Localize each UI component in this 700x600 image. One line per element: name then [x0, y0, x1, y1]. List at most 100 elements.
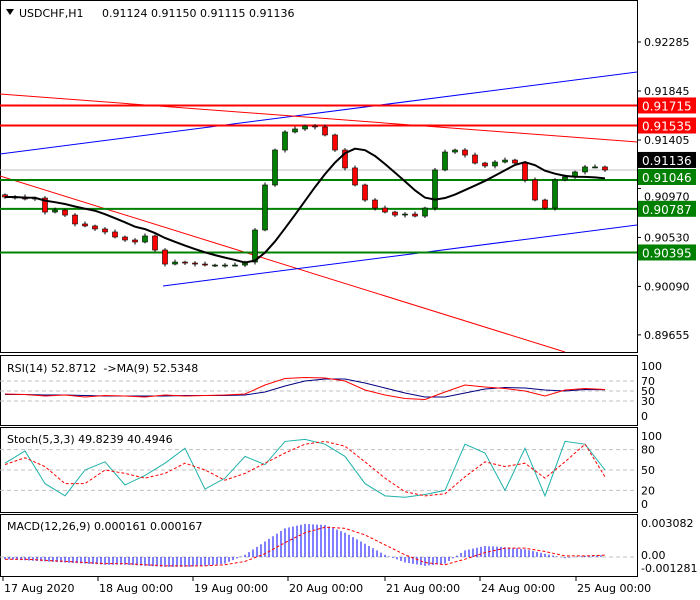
candle [152, 234, 158, 252]
stoch-tick-label: 20 [641, 484, 655, 497]
candle-body [412, 213, 418, 217]
level-price-label: 0.90395 [642, 246, 692, 260]
candle-body [472, 154, 478, 164]
candle [352, 165, 358, 187]
candle-body [42, 197, 48, 213]
candle-body [342, 149, 348, 169]
candle [462, 148, 468, 158]
level-price-tag [638, 200, 696, 217]
price-tick-label: 0.90970 [644, 190, 690, 203]
candle [342, 148, 348, 171]
macd-tick-label: -0.001281 [641, 562, 697, 575]
candle [362, 183, 368, 202]
candle-body [92, 225, 98, 230]
candle [282, 130, 288, 153]
candle-body [582, 166, 588, 173]
macd-border [0, 514, 638, 577]
level-price-label: 0.91535 [642, 120, 692, 134]
candle-body [72, 214, 78, 225]
candle [582, 165, 588, 175]
price-tick-label: 0.91845 [644, 85, 690, 98]
candle [202, 261, 208, 267]
candle [262, 182, 268, 232]
candle [482, 161, 488, 168]
candle-body [122, 236, 128, 241]
candle-body [312, 125, 318, 128]
candle-body [202, 263, 208, 266]
candle-body [372, 199, 378, 209]
candle-body [52, 209, 58, 213]
current-price-label: 0.91136 [642, 154, 692, 168]
price-panel[interactable]: 0.92285 0.91845 0.91405 0.90970 0.90530 0.900… [0, 0, 696, 353]
candle-body [442, 151, 448, 171]
stoch-tick-label: 50 [641, 464, 655, 477]
candle [472, 152, 478, 165]
candle-body [542, 199, 548, 209]
candle [392, 210, 398, 217]
trendline-red [0, 175, 566, 353]
candle [402, 212, 408, 218]
time-axis: 17 Aug 2020 18 Aug 00:00 19 Aug 00:00 20 Au… [2, 577, 651, 595]
candle-body [492, 161, 498, 167]
price-tick-label: 0.91405 [644, 134, 690, 147]
candle-body [532, 179, 538, 201]
candle [212, 263, 218, 267]
candle [112, 229, 118, 239]
moving-average-line [5, 147, 606, 264]
time-tick-label: 21 Aug 00:00 [386, 582, 460, 595]
candle [292, 126, 298, 134]
stoch-tick-label: 100 [641, 430, 662, 443]
candle [162, 248, 168, 267]
candle-body [212, 264, 218, 267]
ohlc-readout: 0.91124 0.91150 0.91115 0.91136 [102, 7, 294, 20]
dropdown-triangle-icon[interactable] [6, 9, 14, 15]
macd-panel[interactable]: 0.003082 0.00-0.001281 [0, 514, 697, 577]
rsi-line [4, 376, 606, 401]
candle-body [502, 159, 508, 163]
candle-body [232, 264, 238, 267]
symbol-title: USDCHF,H1 [19, 7, 84, 20]
time-tick-label: 20 Aug 00:00 [289, 582, 363, 595]
candle-body [512, 159, 518, 164]
candle [42, 196, 48, 215]
macd-tick-label: 0.00 [641, 549, 666, 562]
candle-body [172, 261, 178, 265]
candle-body [432, 169, 438, 209]
candle [82, 221, 88, 228]
candle [102, 227, 108, 235]
trendline-blue [0, 71, 638, 155]
level-price-label: 0.90787 [642, 203, 692, 217]
candle [232, 262, 238, 267]
candle-body [302, 125, 308, 130]
candle-body [592, 166, 598, 169]
candle [412, 211, 418, 218]
candle-body [102, 228, 108, 233]
time-tick-label: 24 Aug 00:00 [481, 582, 555, 595]
candle [432, 168, 438, 211]
candle [522, 161, 528, 183]
level-price-tag [638, 97, 696, 114]
time-tick-label: 25 Aug 00:00 [577, 582, 651, 595]
candle-body [192, 262, 198, 265]
candle-body [292, 128, 298, 133]
candle-body [482, 162, 488, 167]
candle [322, 124, 328, 137]
stoch-tick-label: 0 [641, 498, 648, 511]
price-tick-label: 0.89655 [644, 329, 690, 342]
candle-body [352, 167, 358, 186]
macd-title: MACD(12,26,9) 0.000161 0.000167 [7, 520, 203, 533]
level-price-tag [638, 117, 696, 134]
candle-body [282, 131, 288, 151]
time-tick-label: 17 Aug 2020 [4, 582, 74, 595]
candle [172, 259, 178, 266]
candle-body [382, 207, 388, 213]
stoch-tick-label: 80 [641, 444, 655, 457]
price-tick-label: 0.92285 [644, 36, 690, 49]
candle-body [182, 261, 188, 264]
candle-body [562, 176, 568, 181]
rsi-title: RSI(14) 52.8712 ->MA(9) 52.5348 [7, 362, 198, 375]
